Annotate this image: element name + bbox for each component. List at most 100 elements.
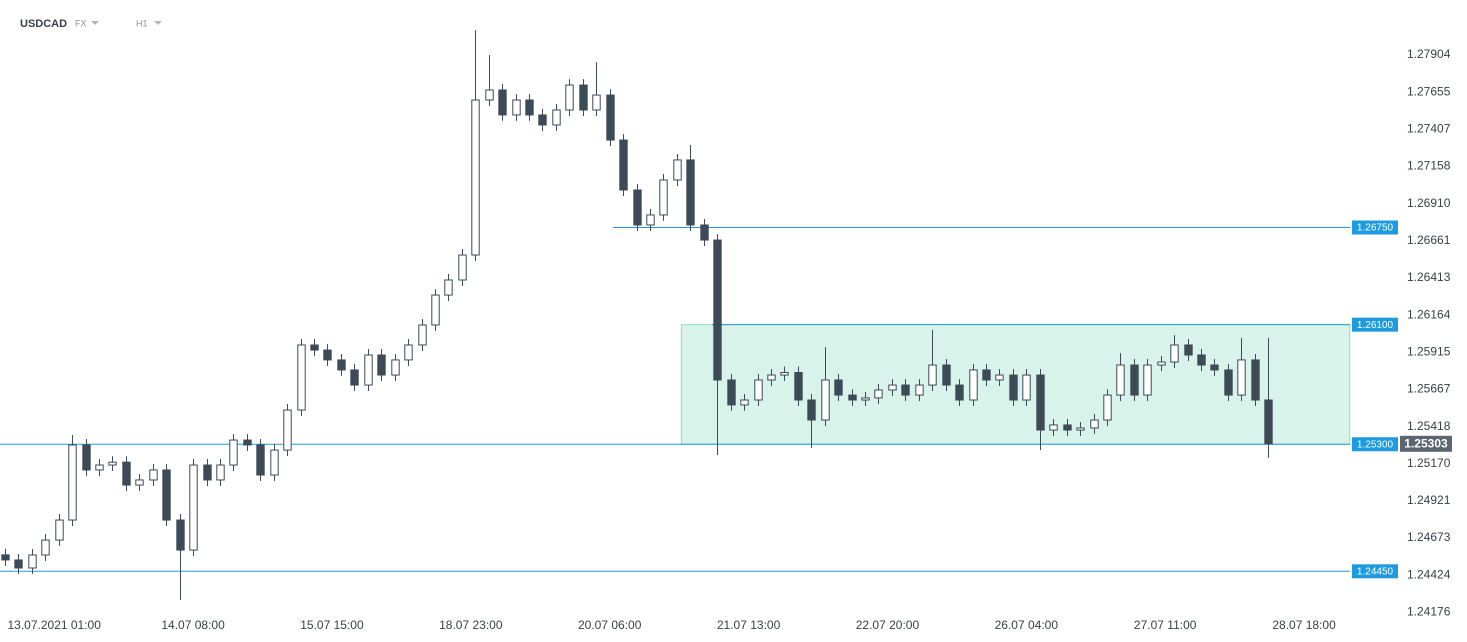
candle-body <box>14 559 23 569</box>
candle-body <box>606 94 615 141</box>
candle-body <box>297 344 306 411</box>
candle-body <box>95 464 104 471</box>
candle-body <box>444 279 453 296</box>
x-tick-label: 21.07 13:00 <box>717 618 781 632</box>
candle-body <box>1251 359 1260 401</box>
level-label: 1.26750 <box>1357 223 1394 234</box>
candle-body <box>579 84 588 111</box>
candle-body <box>55 519 64 541</box>
candle-body <box>243 439 252 446</box>
candle-body <box>821 379 830 421</box>
dropdown-caret[interactable] <box>154 21 162 25</box>
candle-body <box>323 349 332 361</box>
candle-body <box>525 99 534 116</box>
candle-body <box>1090 419 1099 429</box>
level-label-box <box>1352 564 1398 579</box>
market[interactable]: FX <box>75 18 87 28</box>
candle-body <box>229 439 238 466</box>
x-tick-label: 15.07 15:00 <box>300 618 364 632</box>
candle-body <box>149 469 158 481</box>
x-tick-label: 28.07 18:00 <box>1272 618 1336 632</box>
candle-body <box>928 364 937 386</box>
y-tick-label: 1.27904 <box>1407 47 1451 61</box>
candle-body <box>1049 424 1058 431</box>
candle-body <box>391 359 400 376</box>
candle-body <box>283 409 292 451</box>
candle-body <box>592 94 601 111</box>
candle-body <box>176 519 185 551</box>
candle-body <box>619 139 628 191</box>
candle-body <box>350 369 359 386</box>
candle-body <box>337 359 346 371</box>
candle-body <box>848 394 857 401</box>
candle-body <box>834 379 843 396</box>
candle-body <box>189 464 198 551</box>
y-tick-label: 1.25170 <box>1407 456 1451 470</box>
candle-body <box>1264 399 1273 445</box>
candle-body <box>767 374 776 381</box>
candle-body <box>727 379 736 406</box>
candle-body <box>216 464 225 481</box>
candle-body <box>754 379 763 401</box>
level-label: 1.26100 <box>1357 320 1394 331</box>
candle-body <box>1 554 10 561</box>
x-tick-label: 26.07 04:00 <box>995 618 1059 632</box>
candle-body <box>162 469 171 521</box>
candle-body <box>1076 427 1085 431</box>
candle-body <box>1130 364 1139 396</box>
y-tick-label: 1.24176 <box>1407 604 1451 618</box>
candle-body <box>1197 354 1206 366</box>
candle-body <box>861 397 870 401</box>
candle-body <box>498 89 507 116</box>
candle-body <box>135 479 144 486</box>
x-tick-label: 18.07 23:00 <box>439 618 503 632</box>
level-label: 1.25300 <box>1357 439 1394 450</box>
candle-body <box>1116 364 1125 396</box>
interval[interactable]: H1 <box>136 18 148 28</box>
symbol: USDCAD <box>20 18 67 30</box>
y-tick-label: 1.25418 <box>1407 419 1451 433</box>
dropdown-caret[interactable] <box>91 21 99 25</box>
y-tick-label: 1.25667 <box>1407 382 1451 396</box>
y-tick-label: 1.26910 <box>1407 196 1451 210</box>
candle-body <box>1009 374 1018 401</box>
candle-body <box>108 461 117 466</box>
last-price-label: 1.25303 <box>1404 436 1448 450</box>
candle-body <box>82 444 91 471</box>
candle-body <box>969 369 978 401</box>
x-tick-label: 14.07 08:00 <box>161 618 225 632</box>
candle-body <box>1143 364 1152 396</box>
candle-body <box>68 444 77 521</box>
y-tick-label: 1.27158 <box>1407 159 1451 173</box>
x-tick-label: 13.07.2021 01:00 <box>7 618 101 632</box>
candle-body <box>377 354 386 376</box>
candle-body <box>485 89 494 101</box>
level-label-box <box>1352 220 1398 235</box>
y-tick-label: 1.24673 <box>1407 530 1451 544</box>
candle-body <box>673 159 682 181</box>
y-tick-label: 1.27407 <box>1407 121 1451 135</box>
candle-body <box>659 179 668 216</box>
candle-body <box>310 344 319 351</box>
x-tick-label: 22.07 20:00 <box>856 618 920 632</box>
candle-body <box>915 384 924 396</box>
candle-body <box>28 554 37 569</box>
candle-body <box>270 449 279 476</box>
candle-body <box>1224 369 1233 396</box>
x-tick-label: 20.07 06:00 <box>578 618 642 632</box>
candle-body <box>646 214 655 226</box>
candle-body <box>431 294 440 326</box>
y-tick-label: 1.24921 <box>1407 493 1451 507</box>
candle-body <box>955 384 964 401</box>
level-label: 1.24450 <box>1357 566 1394 577</box>
candle-body <box>700 224 709 241</box>
level-label-box <box>1352 437 1398 452</box>
candle-body <box>740 399 749 406</box>
candle-body <box>122 461 131 486</box>
candle-body <box>364 354 373 386</box>
candle-body <box>982 369 991 381</box>
candle-body <box>565 84 574 111</box>
candle-body <box>686 159 695 226</box>
